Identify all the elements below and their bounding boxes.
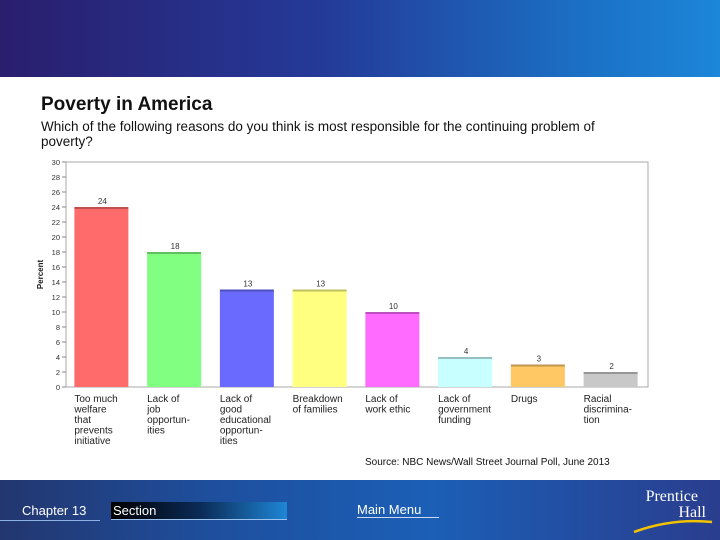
y-tick-label: 8 xyxy=(56,323,60,332)
category-label: Drugs xyxy=(511,394,538,405)
category-label: work ethic xyxy=(364,405,410,416)
bar xyxy=(74,207,129,387)
chart-source: Source: NBC News/Wall Street Journal Pol… xyxy=(365,457,610,468)
bar-top-edge xyxy=(510,364,565,367)
category-label: Lack of xyxy=(147,394,179,405)
bar xyxy=(365,312,420,387)
bar-value-label: 18 xyxy=(171,242,180,251)
main-menu-link[interactable]: Main Menu xyxy=(357,502,440,518)
category-label: Lack of xyxy=(220,394,252,405)
prentice-hall-logo: Prentice Hall xyxy=(632,488,716,534)
y-tick-label: 12 xyxy=(52,293,60,302)
category-label: funding xyxy=(438,415,471,426)
category-label: Too much xyxy=(74,394,117,405)
bar-top-edge xyxy=(147,252,202,254)
bar-value-label: 4 xyxy=(464,347,469,356)
category-label: prevents xyxy=(74,426,112,437)
category-label: government xyxy=(438,405,491,416)
category-label: Lack of xyxy=(365,394,397,405)
y-tick-label: 26 xyxy=(52,188,60,197)
bar-top-edge xyxy=(365,312,420,314)
logo-swoosh-icon xyxy=(633,519,713,534)
bar xyxy=(292,289,347,387)
bar-value-label: 13 xyxy=(316,280,325,289)
logo-text-line2: Hall xyxy=(678,504,706,521)
y-tick-label: 18 xyxy=(52,248,60,257)
bar-value-label: 2 xyxy=(609,362,614,371)
header-band xyxy=(0,0,720,77)
category-label: that xyxy=(74,415,91,426)
y-tick-label: 4 xyxy=(56,353,60,362)
y-tick-label: 14 xyxy=(52,278,60,287)
y-axis-label: Percent xyxy=(36,259,45,289)
category-label: good xyxy=(220,405,242,416)
category-label: opportun- xyxy=(220,426,263,437)
bar xyxy=(147,252,202,387)
plot-frame xyxy=(65,161,649,388)
chapter-link[interactable]: Chapter 13 xyxy=(22,503,87,518)
category-label: Breakdown xyxy=(293,394,343,405)
bar-top-edge xyxy=(583,372,638,374)
y-tick-label: 10 xyxy=(52,308,60,317)
category-label: opportun- xyxy=(147,415,190,426)
category-label: educational xyxy=(220,415,271,426)
bar xyxy=(510,364,565,387)
y-tick-label: 6 xyxy=(56,338,60,347)
y-tick-label: 28 xyxy=(52,173,60,182)
section-label: Section xyxy=(113,503,157,518)
chart-title: Poverty in America xyxy=(41,94,213,115)
bar-top-edge xyxy=(74,207,129,209)
category-label: Racial xyxy=(584,394,612,405)
bar-value-label: 13 xyxy=(243,280,252,289)
y-tick-label: 2 xyxy=(56,368,60,377)
bar-top-edge xyxy=(292,289,347,292)
bar xyxy=(219,289,274,387)
bar-value-label: 3 xyxy=(537,355,542,364)
y-tick-label: 16 xyxy=(52,263,60,272)
logo-text-line1: Prentice xyxy=(645,488,698,505)
category-label: discrimina- xyxy=(584,405,632,416)
bar-value-label: 10 xyxy=(389,302,398,311)
category-label: job xyxy=(146,405,161,416)
category-label: welfare xyxy=(73,405,107,416)
y-tick-label: 24 xyxy=(52,203,60,212)
y-tick-label: 22 xyxy=(52,218,60,227)
category-label: of families xyxy=(293,405,338,416)
y-tick-label: 20 xyxy=(52,233,60,242)
bar-chart: 024681012141618202224262830Percent24Too … xyxy=(36,158,649,447)
bar xyxy=(438,357,493,387)
y-tick-label: 0 xyxy=(56,383,60,392)
y-tick-label: 30 xyxy=(52,158,60,167)
bar-value-label: 24 xyxy=(98,197,107,206)
section-button[interactable]: Section xyxy=(111,502,287,520)
chapter-underline xyxy=(0,520,100,521)
category-label: tion xyxy=(584,415,600,426)
bar xyxy=(583,372,638,387)
category-label: ities xyxy=(220,436,238,447)
category-label: ities xyxy=(147,426,165,437)
category-label: Lack of xyxy=(438,394,470,405)
bar-top-edge xyxy=(438,357,493,359)
category-label: initiative xyxy=(74,436,111,447)
chart-subtitle: Which of the following reasons do you th… xyxy=(41,119,595,149)
bar-top-edge xyxy=(219,289,274,292)
